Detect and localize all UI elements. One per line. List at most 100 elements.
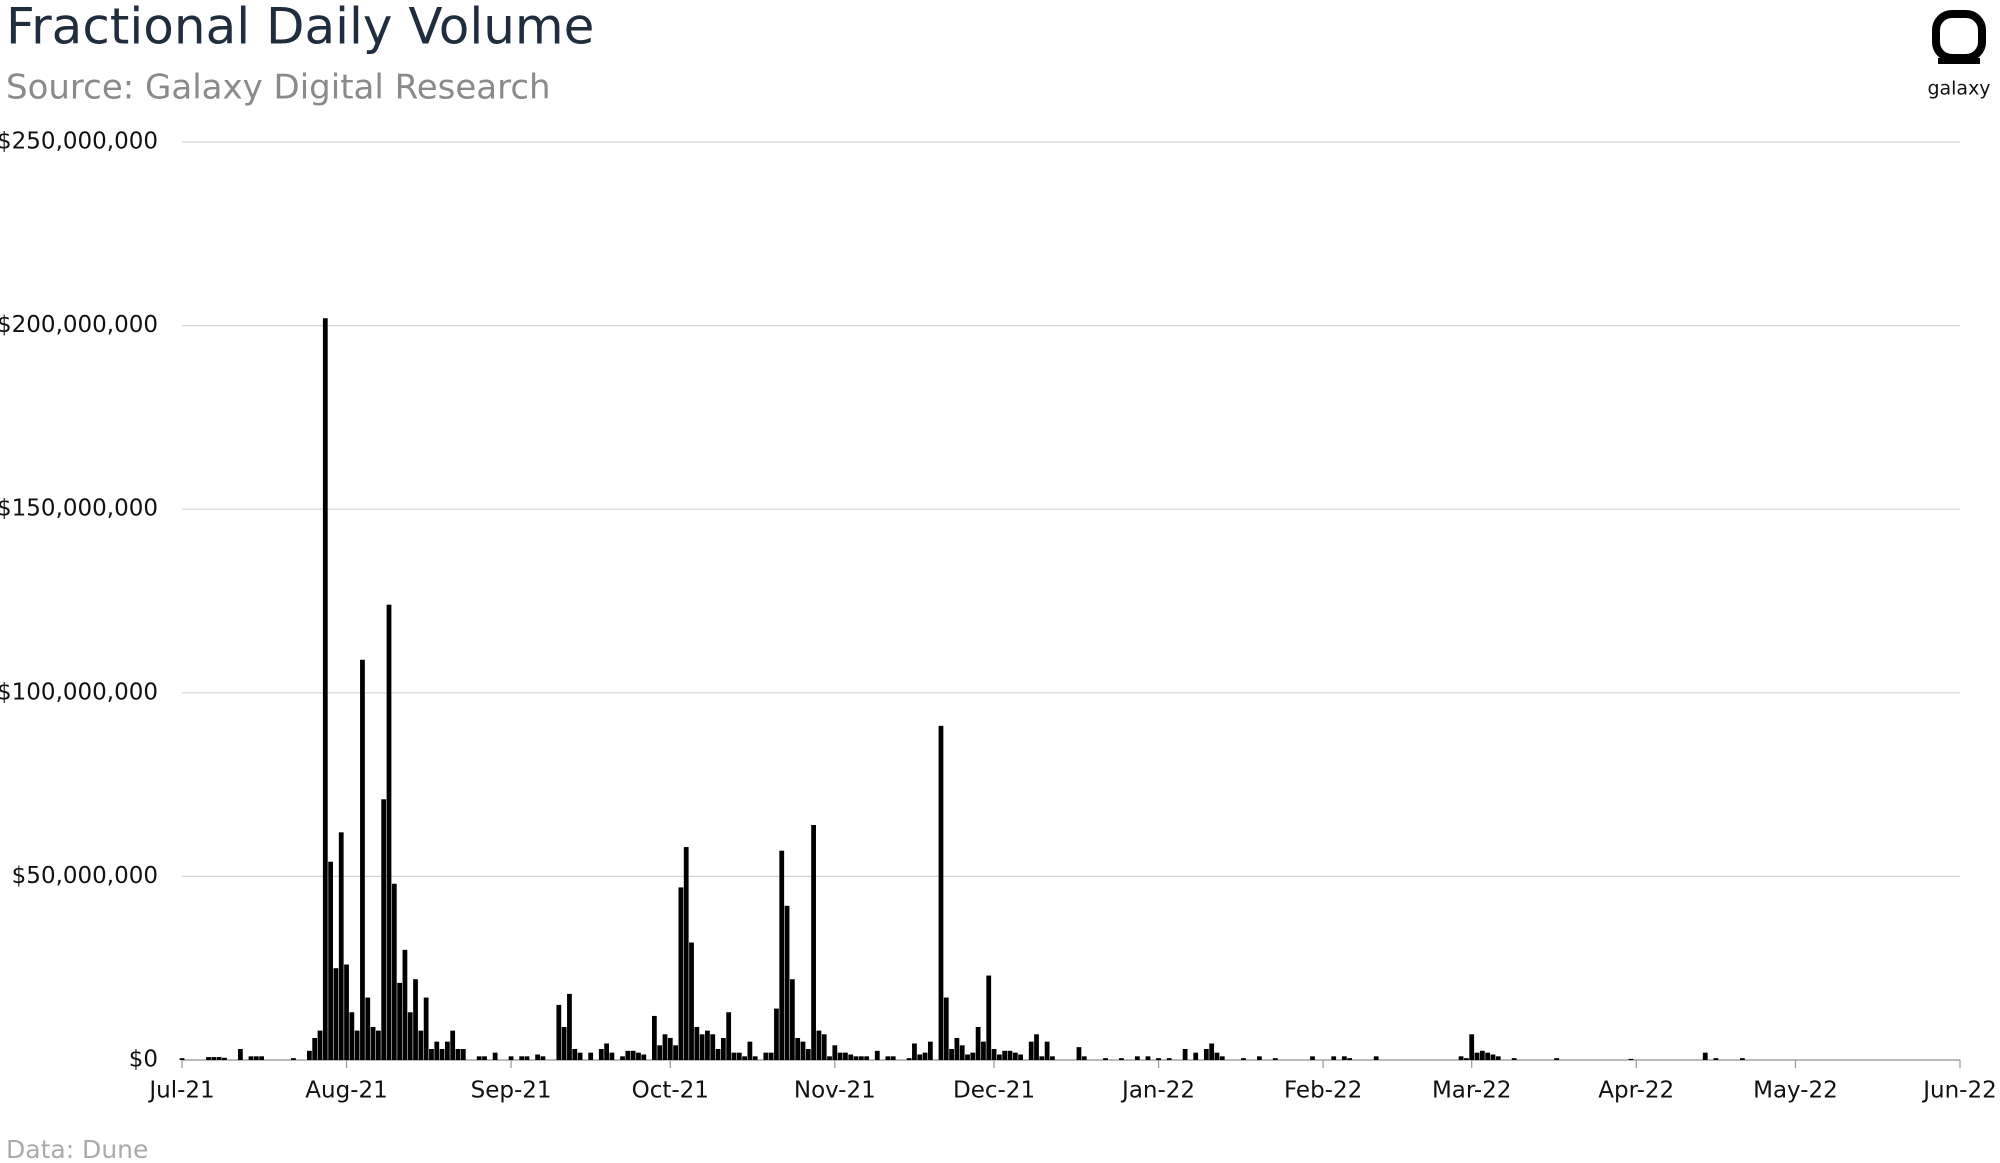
bar [710,1034,716,1060]
bar [667,1037,673,1060]
bar [938,725,944,1060]
bar [747,1041,753,1060]
y-tick-label: $250,000,000 [0,129,158,155]
bar [736,1052,742,1060]
bar [253,1056,259,1060]
bar [360,659,365,1060]
chart-subtitle: Source: Galaxy Digital Research [6,68,551,108]
bar [620,1056,625,1060]
bar [1214,1052,1220,1060]
bar [1490,1054,1496,1060]
bar [333,968,339,1060]
bar [630,1050,636,1060]
bar [1007,1050,1013,1060]
bar [1028,1041,1034,1060]
bar [981,1041,986,1060]
bar [524,1056,530,1060]
bar [572,1048,578,1060]
bar [1272,1058,1278,1060]
bar [678,887,684,1060]
bar [211,1057,217,1060]
bar [731,1052,737,1060]
bar [450,1030,456,1060]
bar [413,979,418,1060]
x-tick-label: May-22 [1753,1078,1838,1104]
bar [694,1026,700,1060]
bar [1464,1058,1469,1060]
x-tick-label: Apr-22 [1598,1078,1674,1104]
bar [259,1056,265,1060]
bar [726,1012,732,1060]
bar [455,1048,461,1060]
bar [365,997,371,1060]
chart-title: Fractional Daily Volume [6,0,594,56]
bar [540,1056,546,1060]
x-tick-label: Jul-21 [147,1078,214,1104]
bar [768,1052,774,1060]
bar [577,1052,583,1060]
bar [1081,1056,1087,1060]
bar [1341,1056,1347,1060]
bar [811,824,816,1060]
bar [742,1056,747,1060]
bar [651,1015,657,1060]
bar [391,883,397,1060]
bar [1076,1047,1082,1060]
bar [444,1041,450,1060]
bar [1740,1058,1745,1060]
bar [375,1030,381,1060]
bar [508,1056,514,1060]
y-tick-label: $150,000,000 [0,496,158,522]
bar [1702,1052,1708,1060]
bar [1156,1058,1161,1060]
bar [1474,1052,1480,1060]
bar [519,1056,525,1060]
bar [482,1056,487,1060]
bar [604,1043,609,1060]
bar [222,1057,227,1060]
bar [1002,1050,1008,1060]
bar [927,1041,933,1060]
bar [1134,1056,1140,1060]
bar [1479,1050,1485,1060]
bar [673,1045,678,1060]
bar [179,1058,185,1060]
bar [1044,1041,1050,1060]
bar [763,1052,769,1060]
bar [805,1048,811,1060]
bar [609,1052,615,1060]
bar [848,1054,854,1060]
logo: galaxy [1927,10,1991,100]
logo-text: galaxy [1927,78,1990,100]
bar [954,1037,960,1060]
bar [816,1030,822,1060]
bar [1511,1058,1517,1060]
bar [535,1054,540,1060]
bar [322,318,328,1061]
bar [636,1052,641,1060]
x-tick-label: Nov-21 [794,1078,876,1104]
bar [1119,1058,1124,1060]
bar [800,1041,806,1060]
bar [1458,1056,1464,1060]
bar [821,1034,827,1060]
y-tick-label: $50,000,000 [12,863,158,889]
bar [1347,1058,1353,1060]
bar [306,1050,312,1060]
x-tick-label: Oct-21 [632,1078,709,1104]
bar [1219,1056,1225,1060]
bar [986,975,992,1060]
bar [248,1056,254,1060]
bar [429,1048,434,1060]
bar [864,1056,870,1060]
bar [328,861,333,1060]
bar [795,1037,801,1060]
bar [885,1056,891,1060]
bar [349,1012,355,1060]
bar [715,1048,721,1060]
bar [206,1057,211,1060]
bar [1203,1048,1209,1060]
bar [1166,1058,1172,1060]
bar [397,982,402,1060]
bar [1713,1058,1719,1060]
